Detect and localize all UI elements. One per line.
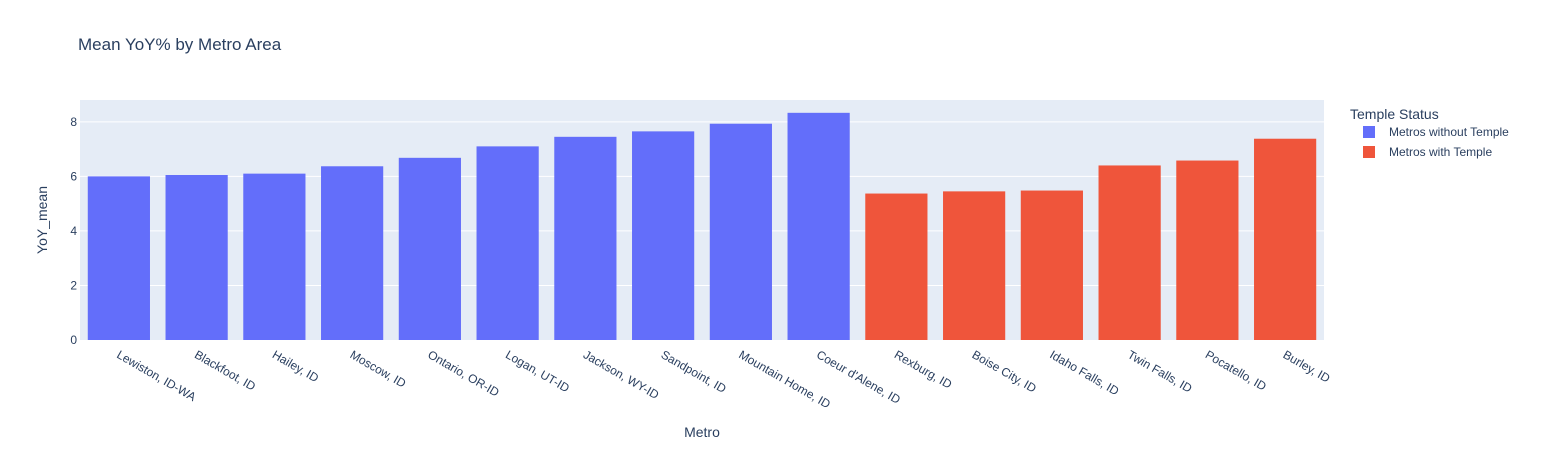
x-tick-label: Idaho Falls, ID bbox=[1047, 347, 1121, 398]
x-tick-label: Logan, UT-ID bbox=[503, 347, 572, 395]
x-tick-label: Jackson, WY-ID bbox=[581, 347, 662, 402]
x-tick-label: Rexburg, ID bbox=[892, 347, 955, 391]
bar[interactable] bbox=[321, 166, 384, 340]
y-tick-label: 6 bbox=[70, 169, 77, 183]
x-tick-label: Sandpoint, ID bbox=[659, 347, 729, 396]
legend-swatch[interactable] bbox=[1363, 126, 1375, 138]
legend-label[interactable]: Metros with Temple bbox=[1389, 145, 1492, 159]
bar[interactable] bbox=[87, 176, 150, 340]
bar[interactable] bbox=[243, 173, 306, 340]
bar[interactable] bbox=[165, 175, 228, 340]
bar[interactable] bbox=[476, 146, 539, 340]
y-tick-labels: 0 2 4 6 8 bbox=[70, 115, 77, 347]
bar[interactable] bbox=[398, 157, 461, 340]
bar[interactable] bbox=[554, 136, 617, 340]
y-tick-label: 8 bbox=[70, 115, 77, 129]
legend: Temple Status Metros without Temple Metro… bbox=[1350, 106, 1509, 159]
x-tick-label: Pocatello, ID bbox=[1203, 347, 1269, 393]
bar[interactable] bbox=[632, 131, 695, 340]
y-axis-title: YoY_mean bbox=[34, 186, 50, 254]
x-tick-label: Ontario, OR-ID bbox=[425, 347, 502, 399]
y-tick-label: 4 bbox=[70, 224, 77, 238]
bar[interactable] bbox=[865, 193, 928, 340]
bar[interactable] bbox=[943, 191, 1006, 340]
x-tick-label: Hailey, ID bbox=[270, 347, 322, 385]
bar[interactable] bbox=[1098, 165, 1161, 340]
bar[interactable] bbox=[1254, 138, 1317, 340]
bar[interactable] bbox=[787, 112, 850, 341]
chart-title: Mean YoY% by Metro Area bbox=[78, 35, 282, 54]
legend-swatch[interactable] bbox=[1363, 146, 1375, 158]
bar[interactable] bbox=[1020, 190, 1083, 340]
y-tick-label: 2 bbox=[70, 278, 77, 292]
bar[interactable] bbox=[709, 123, 772, 341]
legend-label[interactable]: Metros without Temple bbox=[1389, 125, 1509, 139]
x-tick-label: Twin Falls, ID bbox=[1125, 347, 1195, 395]
x-tick-label: Lewiston, ID-WA bbox=[114, 347, 198, 404]
x-tick-label: Blackfoot, ID bbox=[192, 347, 258, 393]
x-tick-label: Boise City, ID bbox=[970, 347, 1039, 395]
y-tick-label: 0 bbox=[70, 333, 77, 347]
bar[interactable] bbox=[1176, 160, 1239, 340]
x-tick-label: Moscow, ID bbox=[348, 347, 409, 390]
x-tick-label: Burley, ID bbox=[1281, 347, 1333, 385]
x-axis-title: Metro bbox=[684, 424, 720, 440]
bars bbox=[87, 112, 1317, 341]
legend-title: Temple Status bbox=[1350, 106, 1439, 122]
